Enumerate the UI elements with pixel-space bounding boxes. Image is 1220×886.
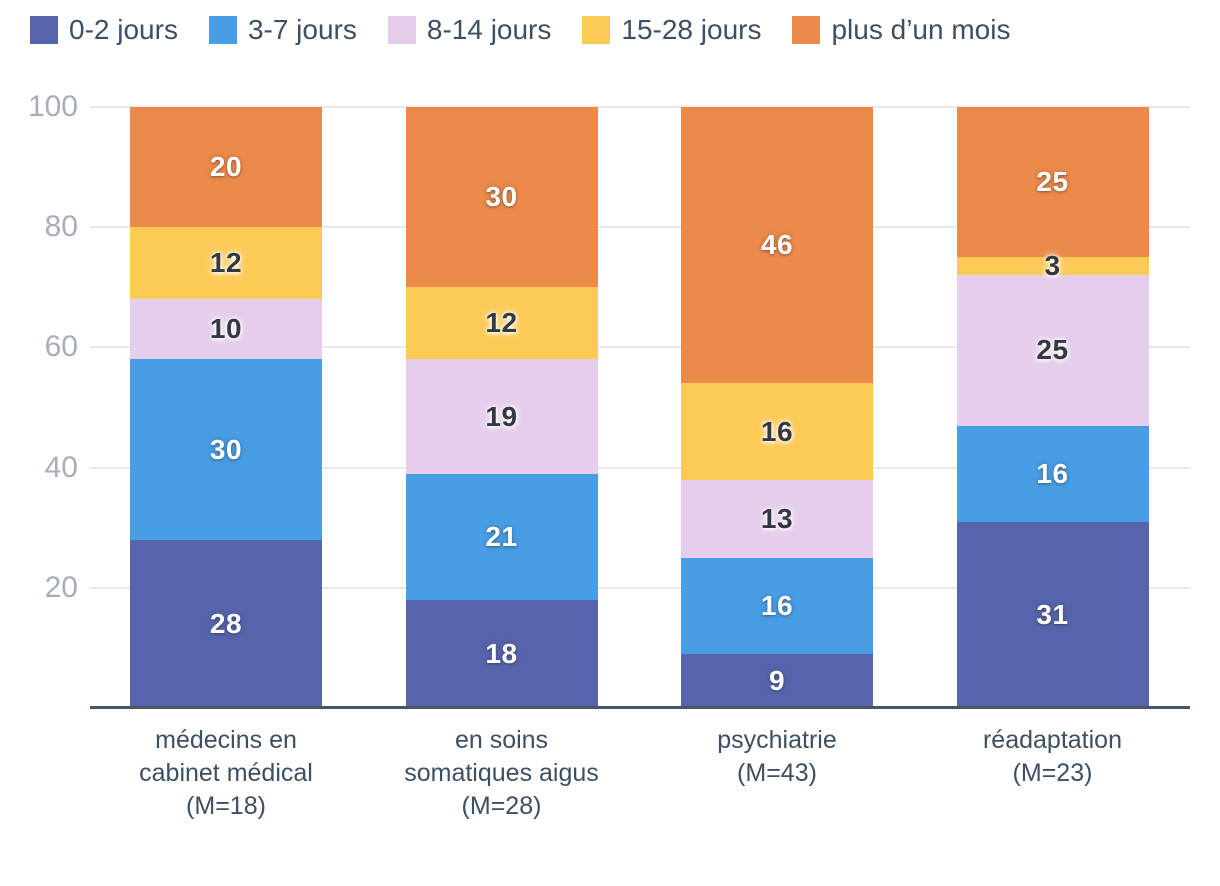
bar-segment: 28	[130, 539, 322, 708]
legend-swatch	[582, 16, 611, 44]
y-tick-label: 60	[44, 330, 78, 364]
bar-segment: 21	[405, 473, 598, 600]
legend-swatch	[30, 16, 58, 44]
legend-item: 3-7 jours	[208, 14, 357, 46]
bar-segment: 20	[130, 107, 322, 228]
bar-segment: 19	[405, 359, 598, 474]
value-label: 16	[1036, 457, 1069, 489]
bar-segment: 18	[405, 599, 598, 708]
value-label: 31	[1036, 598, 1069, 630]
bar-segment: 16	[681, 557, 873, 654]
value-label: 16	[760, 415, 794, 447]
legend-label: 15-28 jours	[621, 14, 762, 45]
gridline	[90, 226, 1190, 229]
gridline	[90, 466, 1190, 469]
bar-segment: 30	[130, 359, 322, 540]
bar-segment: 16	[681, 383, 873, 480]
y-tick-label: 40	[44, 450, 78, 484]
category-label-line: (M=18)	[186, 792, 266, 820]
bar-segment: 12	[130, 227, 322, 300]
value-label: 30	[485, 181, 518, 213]
bar-segment: 12	[405, 287, 598, 360]
value-label: 21	[485, 520, 518, 552]
bar-segment: 25	[956, 107, 1149, 258]
bar-3: 9 16 13 16 46	[681, 107, 873, 708]
value-label: 16	[760, 589, 794, 621]
value-label: 13	[760, 502, 794, 534]
legend-item: 8-14 jours	[387, 14, 552, 46]
gridline	[90, 346, 1190, 349]
category-label-line: psychiatrie	[717, 726, 837, 754]
bar-segment: 25	[956, 275, 1149, 426]
category-label-line: (M=28)	[461, 792, 542, 820]
bar-1: 28 30 10 12 20	[130, 107, 322, 708]
legend-item: plus d’un mois	[792, 14, 1010, 46]
value-label: 20	[209, 151, 243, 183]
category-label-line: somatiques aigus	[404, 759, 599, 787]
value-label: 3	[1044, 250, 1061, 282]
bar-segment: 16	[956, 425, 1149, 522]
value-label: 12	[485, 307, 518, 339]
value-label: 18	[485, 637, 518, 669]
category-label-line: médecins en	[155, 726, 297, 754]
legend-label: 8-14 jours	[426, 14, 552, 45]
gridline	[90, 106, 1190, 108]
category-label-line: en soins	[454, 726, 549, 754]
bar-segment: 13	[681, 479, 873, 558]
category-label-line: (M=43)	[737, 759, 817, 787]
bar-segment: 3	[956, 250, 1149, 281]
value-label: 10	[209, 313, 243, 345]
value-label: 30	[209, 433, 243, 465]
value-label: 12	[209, 247, 243, 279]
legend-item: 0-2 jours	[30, 14, 178, 46]
y-tick-label: 20	[44, 570, 78, 604]
category-label-line: réadaptation	[982, 726, 1122, 754]
value-label: 25	[1036, 166, 1069, 198]
category-label: réadaptation (M=23)	[908, 724, 1198, 790]
value-label: 9	[768, 664, 786, 696]
category-label-line: (M=23)	[1012, 759, 1093, 787]
category-label-line: cabinet médical	[139, 759, 313, 787]
legend-swatch	[387, 16, 416, 44]
value-label: 25	[1036, 334, 1069, 366]
legend-label: 3-7 jours	[247, 14, 357, 45]
legend-item: 15-28 jours	[582, 14, 761, 46]
gridline	[90, 586, 1190, 589]
bar-4: 31 16 25 3 25	[956, 107, 1149, 708]
plot-area: 28 30 10 12 20 18 21 19 12 30 9 16 13 16 46 31 16 25 3 25	[90, 106, 1190, 708]
value-label: 19	[485, 400, 518, 432]
bar-segment: 9	[681, 653, 873, 708]
category-label: en soins somatiques aigus (M=28)	[357, 724, 647, 823]
bar-segment: 10	[130, 299, 322, 360]
bar-segment: 46	[681, 107, 873, 384]
bar-segment: 31	[956, 521, 1149, 708]
value-label: 46	[760, 229, 794, 261]
y-tick-label: 80	[44, 210, 78, 244]
category-label: médecins en cabinet médical (M=18)	[81, 724, 371, 823]
x-axis-line	[90, 706, 1190, 709]
chart-legend: 0-2 jours 3-7 jours 8-14 jours 15-28 jours p…	[30, 14, 1010, 46]
value-label: 28	[209, 607, 243, 639]
bar-segment: 30	[405, 107, 598, 288]
legend-label: plus d’un mois	[831, 14, 1011, 45]
legend-swatch	[792, 16, 821, 44]
y-tick-label: 100	[27, 90, 78, 123]
category-label: psychiatrie (M=43)	[632, 724, 922, 790]
legend-swatch	[208, 16, 237, 44]
legend-label: 0-2 jours	[69, 14, 178, 45]
bar-2: 18 21 19 12 30	[405, 107, 598, 708]
